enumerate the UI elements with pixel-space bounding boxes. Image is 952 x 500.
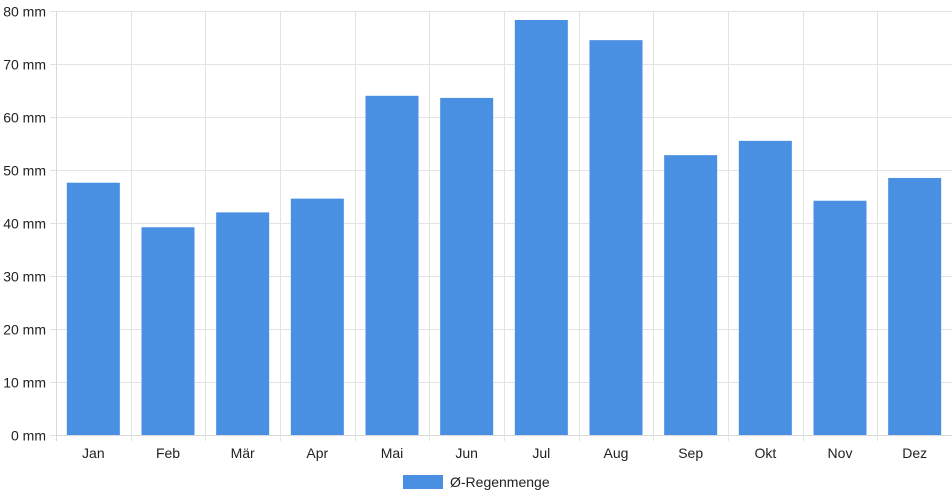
bar-feb[interactable]: [141, 227, 195, 435]
y-tick-label: 60 mm: [3, 110, 46, 126]
x-tick-label: Aug: [604, 445, 629, 461]
x-tick-label: Mär: [231, 445, 255, 461]
y-tick-label: 40 mm: [3, 216, 46, 232]
y-axis: 0 mm 10 mm 20 mm 30 mm 40 mm 50 mm 60 mm 70 mm 8…: [3, 4, 46, 444]
x-tick-label: Jul: [532, 445, 550, 461]
y-tick-label: 50 mm: [3, 163, 46, 179]
y-tick-label: 10 mm: [3, 375, 46, 391]
y-tick-label: 20 mm: [3, 322, 46, 338]
bar-nov[interactable]: [813, 200, 867, 435]
legend-swatch[interactable]: [403, 475, 443, 489]
x-tick-label: Jun: [455, 445, 478, 461]
x-tick-label: Jan: [82, 445, 105, 461]
legend-label[interactable]: Ø-Regenmenge: [450, 474, 550, 490]
x-tick-label: Mai: [381, 445, 404, 461]
bar-jul[interactable]: [514, 20, 568, 435]
bar-jan[interactable]: [66, 182, 120, 435]
y-tick-label: 80 mm: [3, 4, 46, 20]
x-axis: Jan Feb Mär Apr Mai Jun Jul Aug Sep Okt Nov Dez: [82, 445, 927, 461]
x-tick-label: Sep: [678, 445, 703, 461]
y-tick-label: 70 mm: [3, 57, 46, 73]
y-tick-label: 0 mm: [11, 428, 46, 444]
x-tick-label: Apr: [306, 445, 328, 461]
x-tick-label: Feb: [156, 445, 180, 461]
x-tick-label: Dez: [902, 445, 927, 461]
gridlines: [50, 11, 952, 441]
x-tick-label: Okt: [754, 445, 776, 461]
bars: [66, 20, 942, 436]
bar-sep[interactable]: [664, 155, 718, 435]
x-tick-label: Nov: [828, 445, 853, 461]
bar-mai[interactable]: [365, 95, 419, 436]
bar-dez[interactable]: [888, 177, 942, 435]
bar-mär[interactable]: [216, 212, 270, 435]
bar-okt[interactable]: [738, 140, 792, 435]
legend[interactable]: Ø-Regenmenge: [403, 474, 550, 490]
bar-aug[interactable]: [589, 40, 643, 436]
y-tick-label: 30 mm: [3, 269, 46, 285]
bar-apr[interactable]: [290, 198, 344, 435]
bar-jun[interactable]: [440, 97, 494, 436]
